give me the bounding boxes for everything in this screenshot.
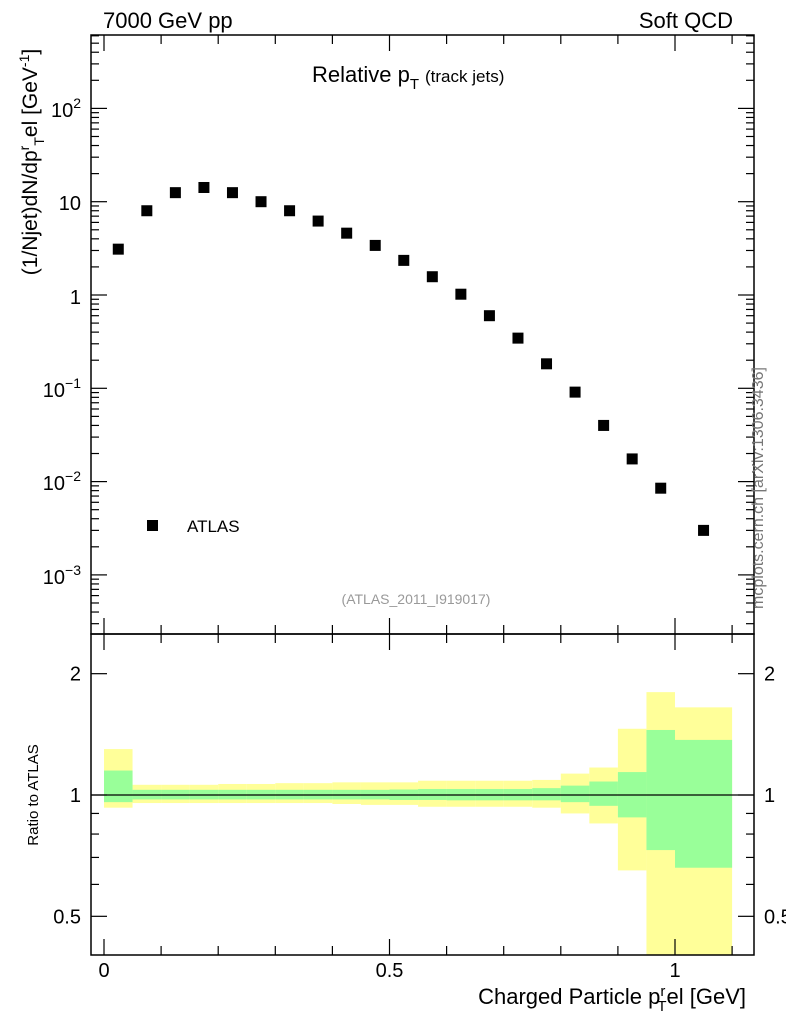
ratio-ytick-label-right: 2	[764, 664, 775, 686]
data-point	[483, 310, 495, 322]
main-ytick-labels: 102 10 1 10−1 10−2 10−3	[43, 95, 81, 589]
ytick-label-0.01: 10−2	[43, 468, 81, 495]
data-point	[312, 215, 324, 227]
xtick-label: 0.5	[376, 960, 404, 982]
data-point	[112, 243, 124, 255]
uncertainty-band-outer	[104, 692, 733, 955]
data-point	[455, 288, 467, 300]
data-point	[626, 453, 638, 465]
data-point	[284, 205, 296, 217]
ratio-ytick-labels: 2 2 1 1 0.5 0.5	[53, 664, 786, 929]
data-point	[541, 358, 553, 370]
ytick-label-1: 1	[70, 287, 81, 309]
main-axis-ticks	[91, 35, 754, 634]
data-point	[169, 187, 181, 199]
ratio-ylabel: Ratio to ATLAS	[25, 744, 42, 845]
ratio-frame	[90, 633, 755, 956]
data-markers	[112, 181, 710, 536]
ytick-label-100: 102	[51, 95, 81, 122]
band-bin	[589, 781, 618, 806]
band-bin	[104, 770, 133, 803]
data-point	[226, 187, 238, 199]
header-energy: 7000 GeV pp	[103, 8, 233, 33]
header-process: Soft QCD	[639, 8, 733, 33]
data-point	[341, 227, 353, 239]
data-point	[698, 524, 710, 536]
ratio-xtick-labels: 0 0.5 1	[98, 960, 680, 982]
xtick-label: 0	[98, 960, 109, 982]
data-point	[255, 196, 267, 208]
ratio-ytick-label-right: 1	[764, 785, 775, 807]
data-point	[398, 254, 410, 266]
ytick-label-10: 10	[59, 193, 81, 215]
xtick-label: 1	[669, 960, 680, 982]
band-bin	[675, 739, 733, 868]
band-bin	[560, 785, 590, 803]
data-point	[655, 482, 667, 494]
data-point	[198, 181, 210, 193]
ytick-label-0.001: 10−3	[43, 562, 81, 589]
data-point	[598, 419, 610, 431]
ratio-ytick-label-right: 0.5	[764, 906, 786, 928]
main-ylabel: (1/Njet)dN/dprTel [GeV-1]	[16, 49, 47, 275]
main-frame	[90, 34, 755, 635]
data-point	[141, 205, 153, 217]
data-point	[569, 386, 581, 398]
ratio-xlabel: Charged Particle pr Tel [GeV]	[478, 983, 746, 1015]
data-point	[426, 271, 438, 283]
ratio-ytick-label-left: 0.5	[53, 906, 81, 928]
ytick-label-0.1: 10−1	[43, 375, 81, 402]
band-bin	[532, 788, 561, 801]
ratio-axis-ticks	[91, 634, 754, 955]
main-panel: Relative pT (track jets) (1/Njet)dN/dprTe…	[16, 34, 755, 635]
analysis-id: (ATLAS_2011_I919017)	[342, 591, 491, 607]
legend-label: ATLAS	[187, 517, 240, 536]
source-label: mcplots.cern.ch [arXiv:1306.3436]	[750, 367, 767, 609]
ratio-ytick-label-left: 1	[70, 785, 81, 807]
band-bin	[646, 729, 675, 851]
plot-title: Relative pT (track jets)	[312, 62, 504, 93]
data-point	[369, 239, 381, 251]
data-point	[512, 332, 524, 344]
legend-marker	[147, 520, 158, 531]
ratio-ytick-label-left: 2	[70, 664, 81, 686]
